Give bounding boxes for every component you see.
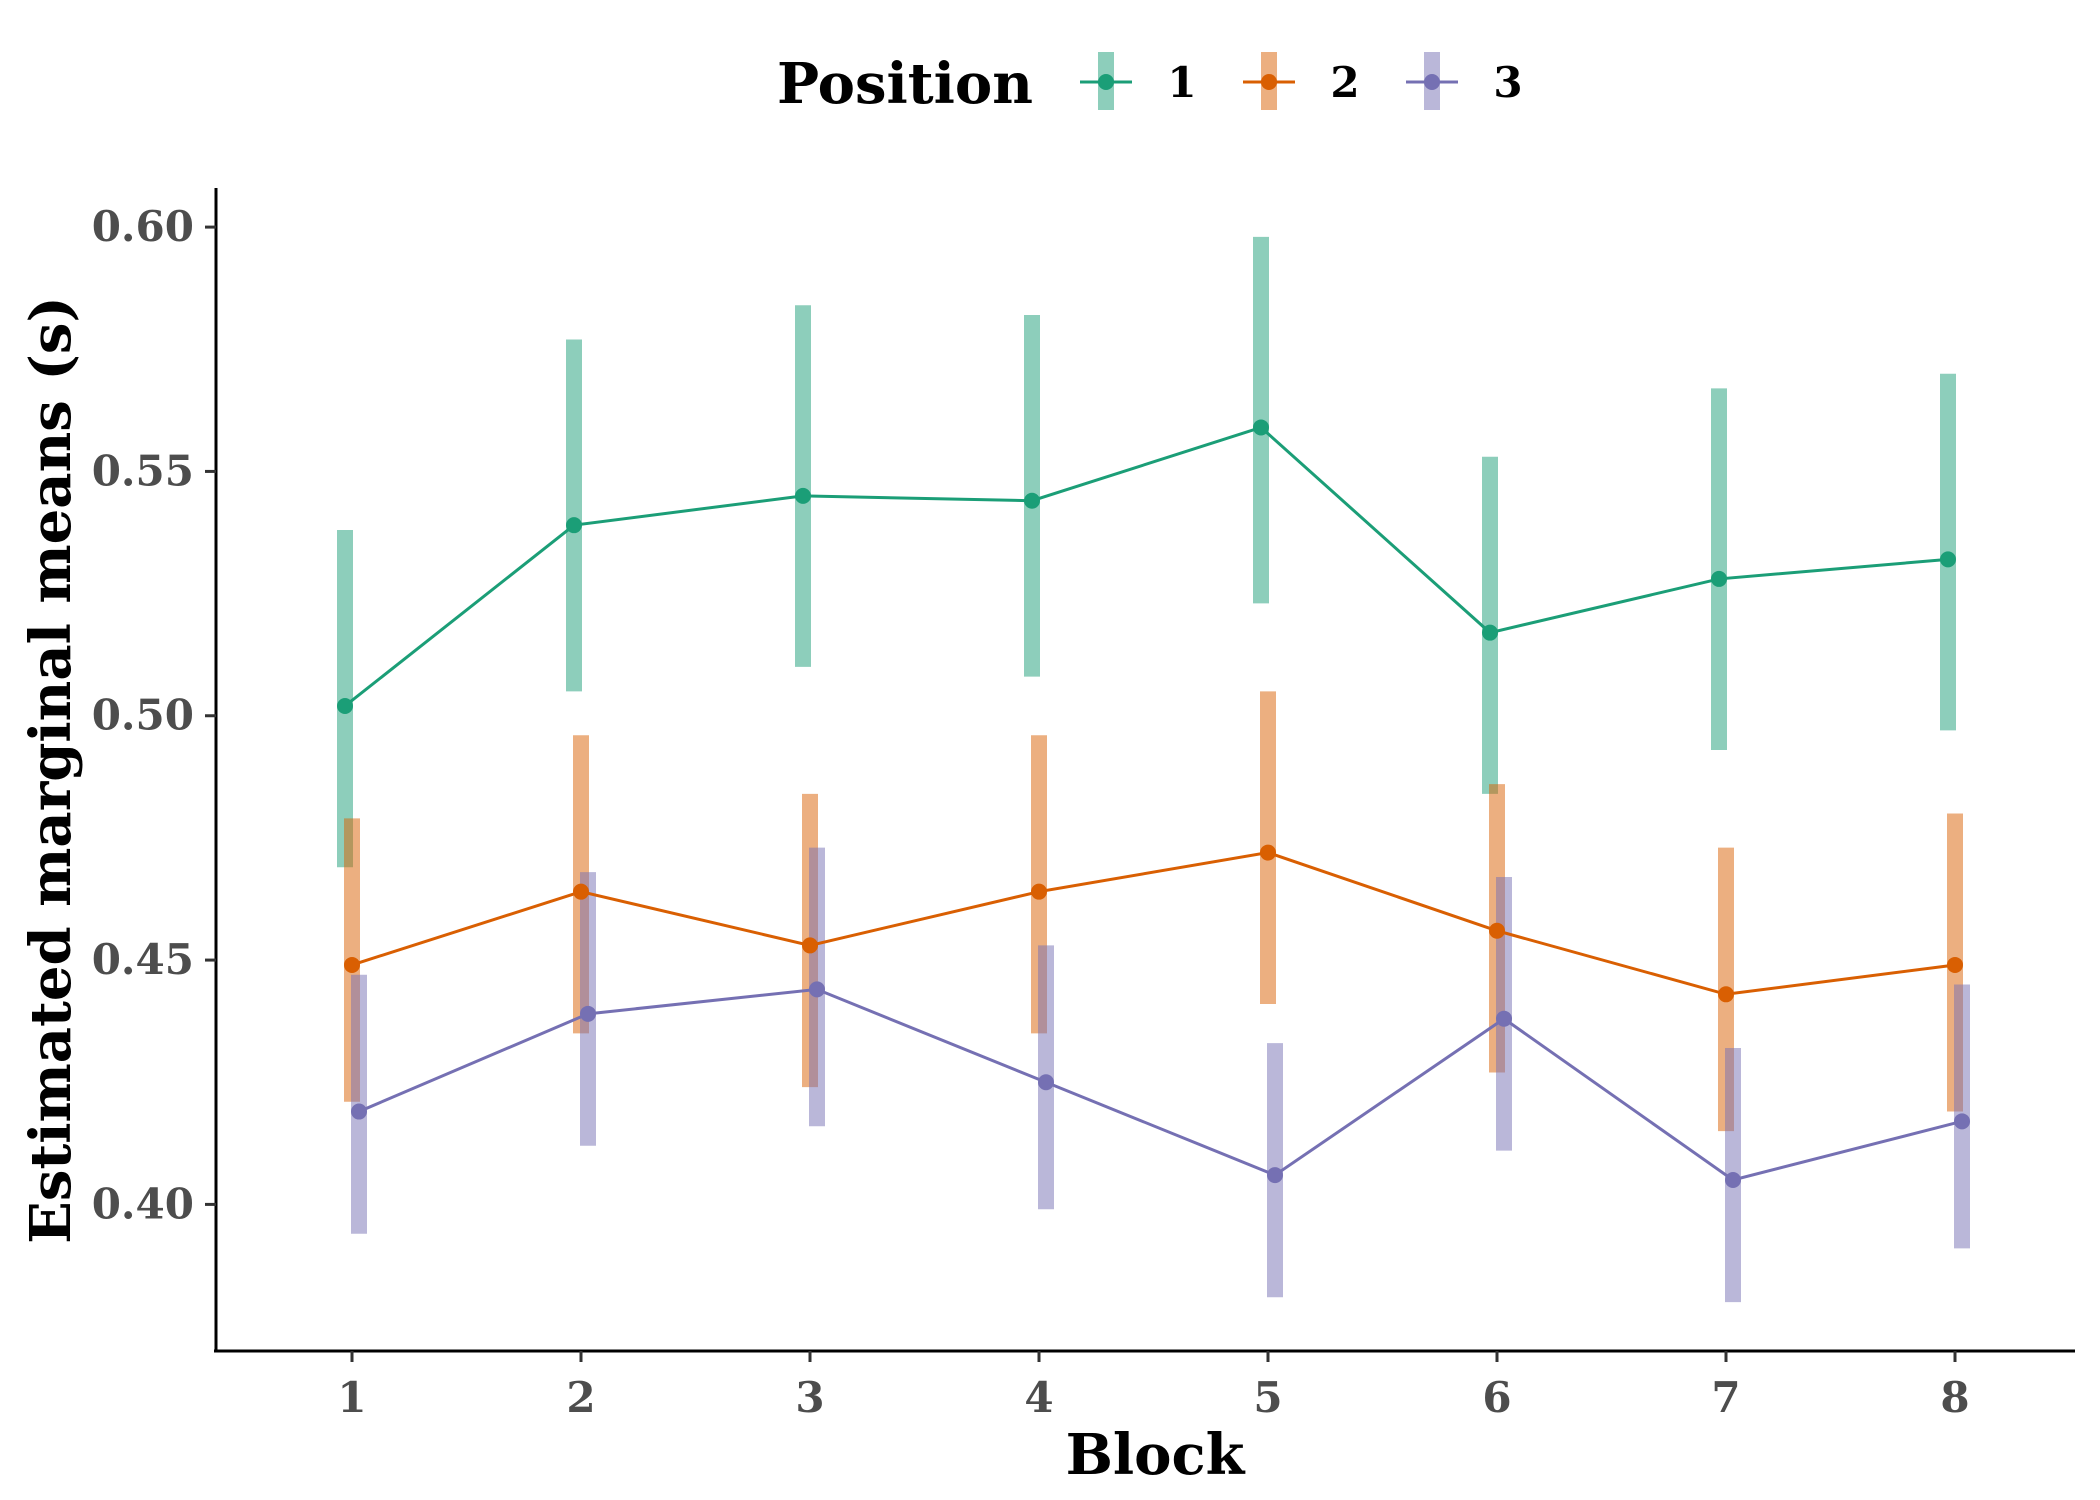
- point-series-3: [1267, 1167, 1283, 1184]
- point-series-3: [1725, 1171, 1741, 1188]
- line-series-3: [358, 987, 1963, 1182]
- x-tick-label: 5: [1253, 1373, 1282, 1422]
- point-series-2: [802, 937, 818, 954]
- point-series-2: [1947, 956, 1963, 973]
- error-bars: [337, 236, 1970, 1303]
- y-tick-label: 0.60: [92, 202, 194, 251]
- point-series-2: [1718, 986, 1734, 1003]
- point-series-1: [1482, 624, 1498, 641]
- point-series-3: [1038, 1074, 1054, 1091]
- plot-area: 0.40 0.45 0.50 0.55 0.60 1 2 3 4 5 6 7 8: [92, 188, 2075, 1422]
- y-ticks: 0.40 0.45 0.50 0.55 0.60: [92, 202, 216, 1228]
- line-series-2: [351, 851, 1956, 996]
- point-series-1: [1024, 492, 1040, 509]
- x-tick-label: 7: [1711, 1373, 1740, 1422]
- series-lines: [344, 425, 1963, 1182]
- point-series-1: [337, 697, 353, 714]
- point-series-3: [1496, 1010, 1512, 1027]
- x-tick-label: 1: [337, 1373, 366, 1422]
- point-series-1: [1940, 551, 1956, 568]
- legend-key-point: [1098, 74, 1114, 90]
- x-ticks: 1 2 3 4 5 6 7 8: [337, 1351, 1970, 1422]
- point-series-1: [795, 487, 811, 504]
- x-tick-label: 3: [795, 1373, 824, 1422]
- point-series-3: [580, 1005, 596, 1022]
- legend-label: 2: [1330, 58, 1359, 107]
- y-axis-title: Estimated marginal means (s): [18, 296, 84, 1244]
- legend-key-point: [1261, 74, 1277, 90]
- line-series-1: [344, 425, 1949, 708]
- point-series-2: [1031, 883, 1047, 900]
- legend-title: Position: [777, 51, 1033, 117]
- point-series-2: [344, 956, 360, 973]
- x-tick-label: 6: [1482, 1373, 1511, 1422]
- x-tick-label: 4: [1024, 1373, 1053, 1422]
- x-axis-title: Block: [1066, 1422, 1246, 1488]
- point-series-3: [809, 981, 825, 998]
- legend: Position 1 2 3: [777, 51, 1523, 117]
- legend-item-1: 1: [1080, 52, 1197, 110]
- series-points: [337, 419, 1970, 1188]
- legend-label: 1: [1167, 58, 1196, 107]
- point-series-1: [1711, 570, 1727, 587]
- point-series-3: [1954, 1113, 1970, 1130]
- point-series-2: [1260, 844, 1276, 861]
- legend-key-point: [1424, 74, 1440, 90]
- y-tick-label: 0.40: [92, 1179, 194, 1228]
- x-tick-label: 8: [1940, 1373, 1969, 1422]
- legend-label: 3: [1493, 58, 1522, 107]
- point-series-1: [566, 517, 582, 534]
- y-tick-label: 0.50: [92, 691, 194, 740]
- legend-item-2: 2: [1243, 52, 1360, 110]
- legend-item-3: 3: [1406, 52, 1523, 110]
- point-series-2: [1489, 922, 1505, 939]
- point-series-3: [351, 1103, 367, 1120]
- x-tick-label: 2: [566, 1373, 595, 1422]
- point-series-1: [1253, 419, 1269, 436]
- point-series-2: [573, 883, 589, 900]
- y-tick-label: 0.55: [92, 446, 194, 495]
- y-tick-label: 0.45: [92, 935, 194, 984]
